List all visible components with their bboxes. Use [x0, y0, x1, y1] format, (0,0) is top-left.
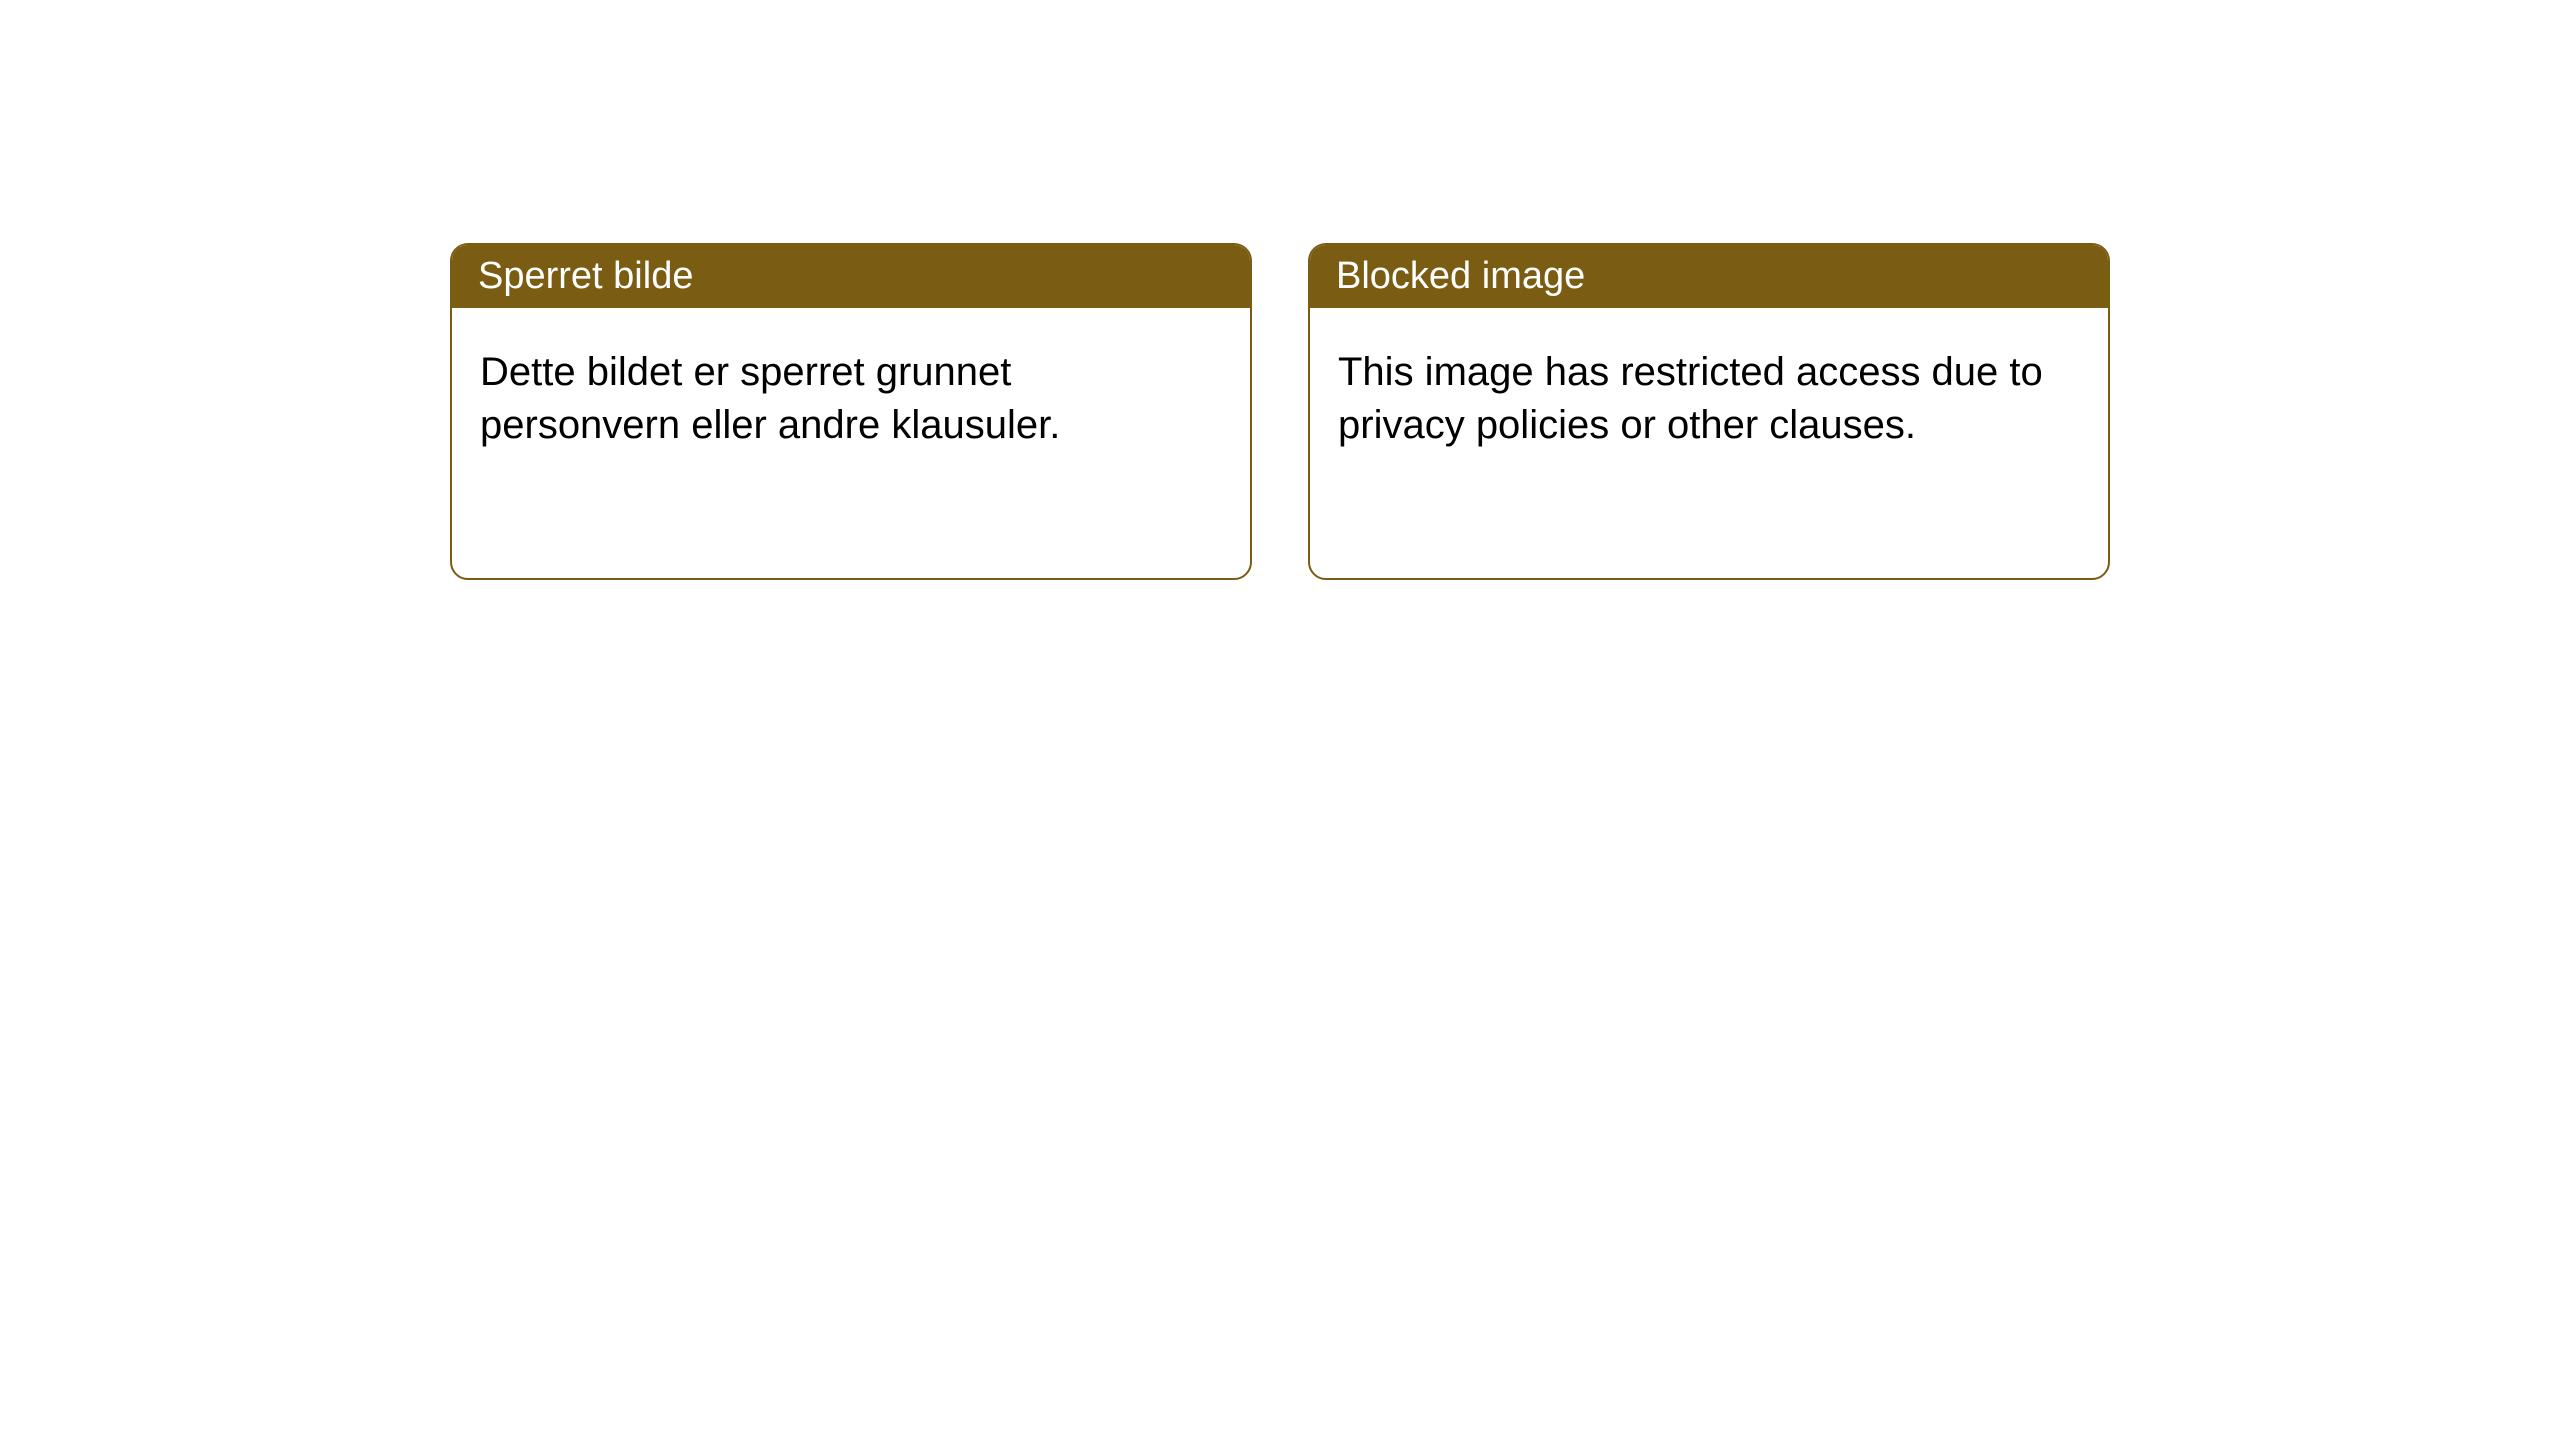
card-body-norwegian: Dette bildet er sperret grunnet personve… [452, 308, 1250, 578]
notice-container: Sperret bilde Dette bildet er sperret gr… [0, 0, 2560, 580]
blocked-image-card-norwegian: Sperret bilde Dette bildet er sperret gr… [450, 243, 1252, 580]
card-header-english: Blocked image [1310, 245, 2108, 308]
card-body-english: This image has restricted access due to … [1310, 308, 2108, 578]
blocked-image-card-english: Blocked image This image has restricted … [1308, 243, 2110, 580]
card-header-norwegian: Sperret bilde [452, 245, 1250, 308]
